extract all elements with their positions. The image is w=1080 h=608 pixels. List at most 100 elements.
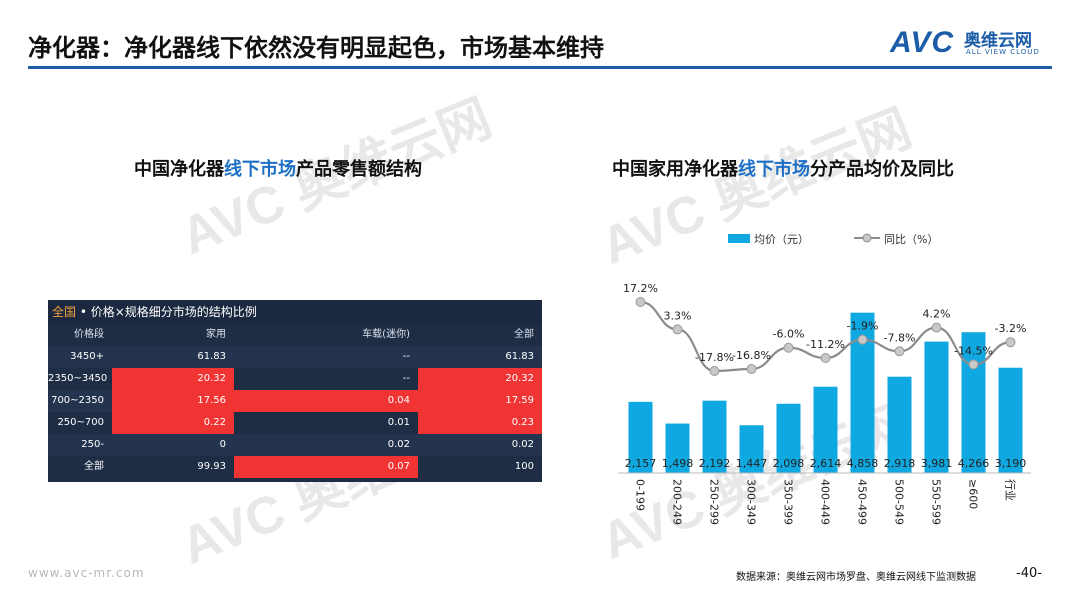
table-header-row: 价格段 家用 车载(迷你) 全部: [48, 324, 542, 346]
yoy-data-label: 4.2%: [923, 308, 951, 321]
table-cell: 700~2350: [51, 395, 104, 406]
table-cell: 100: [514, 461, 534, 472]
bar-data-label: 1,498: [662, 457, 694, 470]
legend-bar-swatch: [728, 234, 750, 243]
yoy-marker: [820, 352, 831, 363]
table-cell: 250-: [81, 439, 104, 450]
table-row: 2350~3450 20.32 -- 20.32: [48, 368, 542, 390]
bar-data-label: 3,981: [921, 457, 953, 470]
yoy-marker: [672, 324, 683, 335]
bar: [702, 400, 727, 473]
table-header-cell: 车载(迷你): [362, 329, 410, 340]
subtitle-text: 分产品均价及同比: [810, 159, 954, 180]
table-cell: 17.59: [418, 390, 542, 412]
yoy-data-label: -7.8%: [884, 331, 916, 344]
subtitle-text: 中国家用净化器: [612, 159, 738, 180]
yoy-data-label: -14.5%: [954, 344, 993, 357]
table-cell: 3450+: [70, 351, 104, 362]
data-source: 数据来源：奥维云网市场罗盘、奥维云网线下监测数据: [736, 572, 976, 583]
avc-logo: AVC 奥维云网 ALL VIEW CLOUD: [890, 24, 1060, 64]
bar-data-label: 1,447: [736, 457, 768, 470]
page-title: 净化器：净化器线下依然没有明显起色，市场基本维持: [28, 34, 604, 62]
table-cell: 61.83: [505, 351, 534, 362]
yoy-marker: [635, 297, 646, 307]
x-tick-label: ≥600: [967, 479, 980, 509]
bar: [887, 376, 912, 473]
bar: [628, 401, 653, 473]
bar: [665, 423, 690, 473]
yoy-data-label: -17.8%: [695, 351, 734, 364]
x-tick-label: 500-549: [893, 479, 906, 525]
table-row: 全部 99.93 0.07 100: [48, 456, 542, 478]
bar-data-label: 4,266: [958, 457, 990, 470]
table-cell: 0.02: [387, 439, 410, 450]
subtitle-highlight: 线下市场: [738, 159, 810, 180]
yoy-marker: [894, 346, 905, 357]
bar-data-label: 2,157: [625, 457, 657, 470]
table-title: 全国 • 价格×规格细分市场的结构比例: [48, 300, 542, 324]
table-header-cell: 家用: [206, 329, 226, 340]
logo-wordmark: AVC: [890, 26, 955, 59]
table-cell: 全部: [84, 461, 104, 472]
yoy-data-label: -11.2%: [806, 338, 845, 351]
bar-data-label: 2,098: [773, 457, 805, 470]
yoy-data-label: 17.2%: [623, 282, 658, 295]
table-cell: 61.83: [197, 351, 226, 362]
left-subtitle: 中国净化器线下市场产品零售额结构: [134, 155, 422, 181]
table-cell: 250~700: [57, 417, 104, 428]
x-tick-label: 300-349: [745, 479, 758, 525]
table-row: 3450+ 61.83 -- 61.83: [48, 346, 542, 368]
structure-table: 全国 • 价格×规格细分市场的结构比例 价格段 家用 车载(迷你) 全部 345…: [48, 300, 542, 482]
title-divider: [28, 66, 1052, 69]
yoy-marker: [857, 334, 868, 345]
table-row: 700~2350 17.56 0.04 17.59: [48, 390, 542, 412]
x-tick-label: 450-499: [856, 479, 869, 525]
bar-data-label: 2,918: [884, 457, 916, 470]
table-cell: 0: [219, 439, 226, 450]
legend-line-label: 同比（%）: [884, 233, 938, 246]
footer-url: www.avc-mr.com: [28, 566, 145, 580]
yoy-marker: [931, 322, 942, 333]
subtitle-text: 产品零售额结构: [296, 159, 422, 180]
x-tick-label: 400-449: [819, 479, 832, 525]
subtitle-highlight: 线下市场: [224, 159, 296, 180]
table-title-text: • 价格×规格细分市场的结构比例: [76, 305, 257, 319]
table-cell: 0.23: [418, 412, 542, 434]
bar-data-label: 2,614: [810, 457, 842, 470]
right-subtitle: 中国家用净化器线下市场分产品均价及同比: [612, 155, 954, 181]
logo-chinese: 奥维云网: [964, 31, 1032, 51]
legend-line-marker: [862, 233, 872, 243]
table-cell: 0.01: [387, 417, 410, 428]
yoy-data-label: -6.0%: [773, 328, 805, 341]
yoy-marker: [783, 342, 794, 353]
table-cell: 99.93: [197, 461, 226, 472]
table-header-cell: 价格段: [74, 329, 104, 340]
table-cell: --: [402, 373, 410, 384]
table-cell: 20.32: [112, 368, 234, 390]
table-cell: 2350~3450: [48, 373, 108, 384]
yoy-marker: [968, 359, 979, 370]
yoy-marker: [709, 366, 720, 376]
subtitle-text: 中国净化器: [134, 159, 224, 180]
table-cell: 0.22: [112, 412, 234, 434]
yoy-data-label: -1.9%: [847, 320, 879, 333]
bar: [776, 403, 801, 473]
yoy-marker: [1005, 337, 1016, 348]
bar: [813, 386, 838, 473]
yoy-marker: [746, 364, 757, 375]
bar: [924, 341, 949, 473]
bar: [998, 367, 1023, 473]
table-row: 250~700 0.22 0.01 0.23: [48, 412, 542, 434]
table-cell: 17.56: [112, 390, 234, 412]
legend-bar-label: 均价（元）: [754, 233, 809, 246]
x-tick-label: 550-599: [930, 479, 943, 525]
table-cell: 0.07: [234, 456, 418, 478]
x-tick-label: 350-399: [782, 479, 795, 525]
table-cell: 0.02: [511, 439, 534, 450]
bar-data-label: 3,190: [995, 457, 1027, 470]
bar-data-label: 2,192: [699, 457, 731, 470]
bar: [961, 332, 986, 473]
table-title-region: 全国: [52, 305, 77, 319]
yoy-data-label: -16.8%: [732, 349, 771, 362]
x-tick-label: 200-249: [671, 479, 684, 525]
